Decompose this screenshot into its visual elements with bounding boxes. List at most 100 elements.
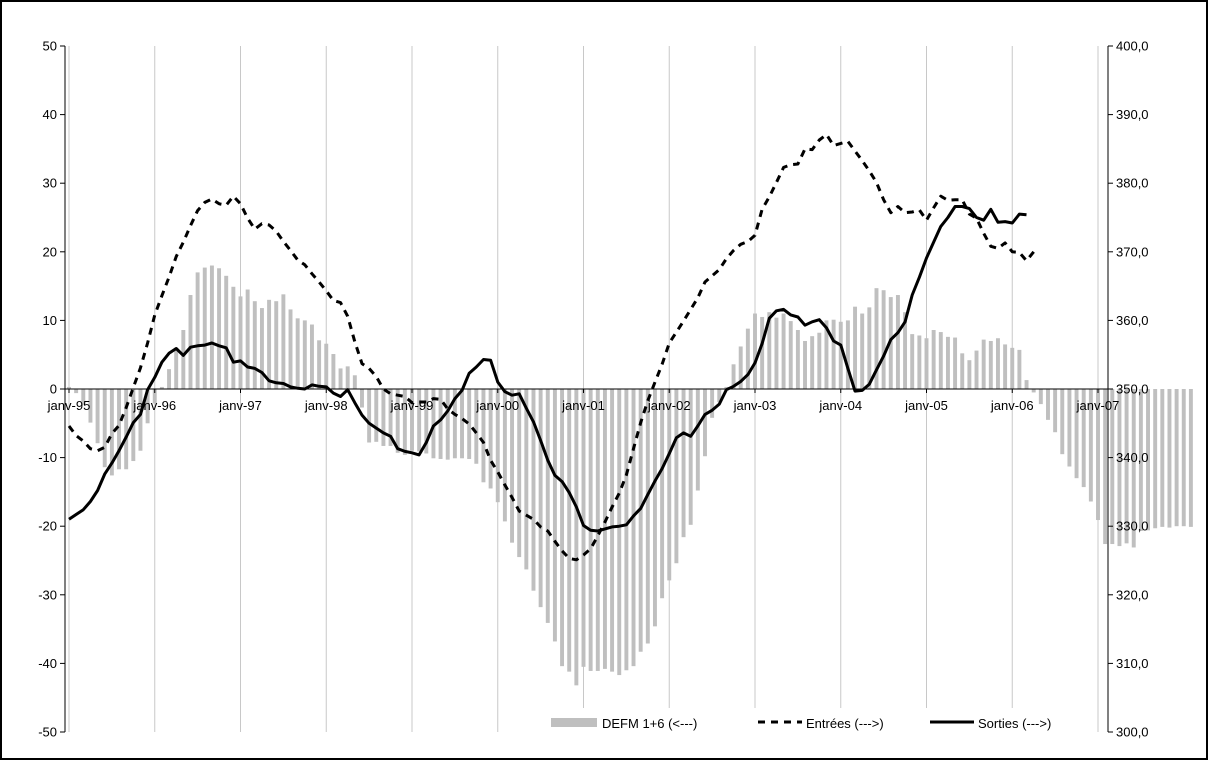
bar-defm — [424, 389, 429, 454]
bar-defm — [1174, 389, 1179, 527]
x-tick-label: janv-96 — [132, 398, 176, 413]
bar-defm — [502, 389, 507, 522]
bar-defm — [1031, 389, 1036, 393]
bar-defm — [674, 389, 679, 564]
x-tick-label: janv-01 — [561, 398, 605, 413]
bar-defm — [652, 389, 657, 627]
bar-defm — [360, 389, 364, 408]
bar-defm — [117, 389, 121, 470]
bar-defm — [1074, 389, 1079, 479]
bar-defm — [345, 366, 350, 389]
bar-defm — [681, 389, 686, 538]
y-left-tick-label: -30 — [38, 587, 57, 602]
bar-defm — [853, 306, 858, 389]
bar-defm — [324, 343, 329, 389]
bar-defm — [510, 389, 515, 543]
bar-defm — [974, 350, 979, 389]
bar-defm — [1146, 389, 1150, 531]
bar-defm — [181, 330, 186, 389]
bar-defm — [717, 389, 722, 403]
bar-defm — [1046, 389, 1050, 420]
bar-defm — [1067, 389, 1072, 467]
y-right-tick-label: 380,0 — [1116, 176, 1149, 191]
bar-defm — [931, 330, 936, 389]
bar-defm — [95, 389, 100, 444]
bar-defm — [703, 389, 707, 457]
bar-defm — [824, 320, 829, 389]
bar-defm — [838, 321, 843, 389]
bar-defm — [338, 368, 343, 389]
bar-defm — [524, 389, 529, 570]
x-tick-label: janv-98 — [304, 398, 348, 413]
bar-defm — [552, 389, 557, 642]
bar-defm — [967, 360, 972, 389]
bar-defm — [560, 389, 565, 667]
bar-defm — [1010, 347, 1015, 389]
bar-defm — [574, 389, 579, 686]
line-entrees — [67, 133, 1035, 562]
bar-defm — [860, 313, 865, 389]
bar-defm — [274, 301, 279, 389]
bar-defm — [1110, 389, 1115, 545]
bar-defm — [924, 338, 929, 389]
legend: DEFM 1+6 (<---) Entrées (--->) Sorties (… — [535, 708, 1088, 738]
bar-defm — [1188, 389, 1193, 527]
bar-defm — [317, 340, 322, 389]
bar-defm — [795, 330, 800, 389]
bar-defm — [760, 316, 765, 389]
bar-defm — [531, 389, 536, 591]
bar-defm — [1153, 389, 1158, 529]
bar-defm — [660, 389, 665, 599]
axes: 50 40 30 20 10 0 -10 -20 -30 -40 -50 400,0 390,0 380,… — [38, 39, 1148, 740]
bar-defm — [188, 295, 193, 389]
bar-series-defm — [67, 265, 1193, 686]
bar-defm — [938, 332, 943, 389]
bar-defm — [252, 301, 257, 389]
bar-defm — [881, 290, 886, 389]
legend-swatch-defm — [551, 718, 597, 727]
bar-defm — [438, 389, 443, 459]
bar-defm — [867, 307, 872, 389]
bar-defm — [202, 267, 207, 389]
bar-defm — [209, 265, 214, 389]
x-tick-label: janv-97 — [218, 398, 262, 413]
bar-defm — [331, 354, 336, 389]
bar-defm — [745, 328, 750, 389]
x-tick-label: janv-03 — [733, 398, 777, 413]
bar-defm — [167, 369, 172, 389]
bar-defm — [267, 299, 272, 389]
bar-defm — [517, 389, 522, 558]
y-left-tick-label: 50 — [43, 39, 57, 54]
bar-defm — [467, 389, 472, 459]
bar-defm — [74, 389, 79, 394]
bar-defm — [1088, 389, 1093, 502]
bar-defm — [159, 386, 164, 389]
bar-defm — [474, 389, 479, 464]
bar-defm — [917, 335, 922, 389]
bar-defm — [102, 389, 107, 468]
bar-defm — [874, 288, 879, 389]
bar-defm — [981, 339, 986, 389]
bar-defm — [617, 389, 622, 676]
bar-defm — [831, 319, 836, 389]
bar-defm — [581, 389, 586, 667]
bar-defm — [488, 389, 493, 489]
bar-defm — [753, 313, 757, 389]
bar-defm — [445, 389, 450, 460]
x-tick-label: janv-06 — [990, 398, 1034, 413]
bar-defm — [631, 389, 636, 667]
y-left-tick-label: 10 — [43, 313, 57, 328]
line-series — [67, 133, 1035, 562]
bar-defm — [995, 338, 1000, 389]
bar-defm — [452, 389, 457, 459]
bar-defm — [431, 389, 436, 459]
bar-defm — [710, 389, 715, 418]
bar-defm — [945, 336, 950, 389]
bar-defm — [638, 389, 643, 652]
bar-defm — [381, 389, 386, 446]
legend-background — [535, 708, 1088, 738]
bar-defm — [417, 389, 422, 452]
bar-defm — [1138, 389, 1143, 532]
bar-defm — [774, 317, 779, 389]
